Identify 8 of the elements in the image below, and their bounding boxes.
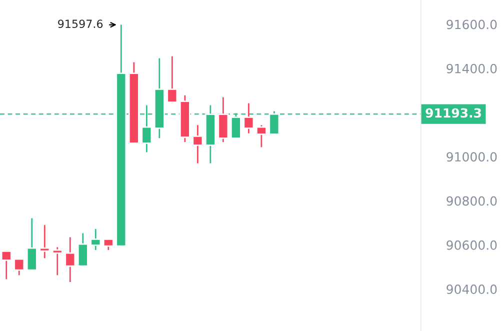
- annotation: 91597.6: [58, 20, 103, 28]
- ref-line-label: 91193.3: [426, 108, 481, 118]
- y-tick-label: 91600.0: [446, 20, 497, 30]
- y-tick-label: 90800.0: [446, 196, 497, 206]
- y-tick-label: 90600.0: [446, 240, 497, 250]
- y-tick-label: 91000.0: [446, 152, 497, 162]
- y-tick-label: 91400.0: [446, 64, 497, 74]
- y-tick-label: 90400.0: [446, 284, 497, 294]
